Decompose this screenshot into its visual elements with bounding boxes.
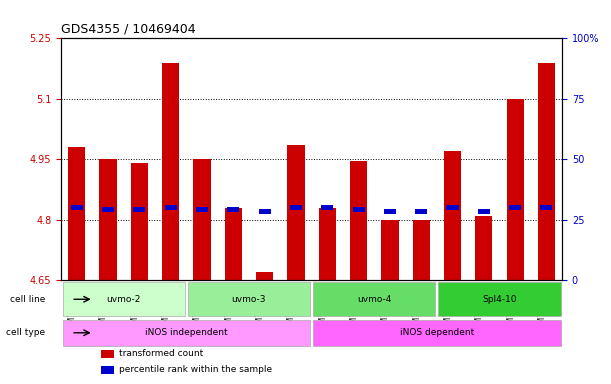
Bar (194, 159, 211, 280)
FancyBboxPatch shape (63, 320, 310, 346)
Bar (258, 209, 271, 214)
FancyBboxPatch shape (188, 282, 310, 316)
Bar (381, 220, 398, 280)
Bar (321, 205, 333, 210)
Text: iNOS independent: iNOS independent (145, 328, 228, 337)
Bar (165, 205, 177, 210)
Bar (162, 63, 179, 280)
Bar (133, 207, 145, 212)
Bar (101, 366, 114, 374)
Bar (100, 159, 117, 280)
Bar (353, 207, 365, 212)
Bar (131, 163, 148, 280)
FancyBboxPatch shape (313, 320, 560, 346)
Text: transformed count: transformed count (119, 349, 203, 359)
Bar (444, 151, 461, 280)
Bar (71, 205, 82, 210)
Bar (447, 205, 458, 210)
Text: uvmo-2: uvmo-2 (106, 295, 141, 304)
Bar (384, 209, 396, 214)
Bar (256, 272, 273, 280)
Text: uvmo-4: uvmo-4 (357, 295, 392, 304)
Text: cell line: cell line (10, 295, 45, 304)
Text: percentile rank within the sample: percentile rank within the sample (119, 366, 272, 374)
Text: uvmo-3: uvmo-3 (232, 295, 266, 304)
Bar (319, 208, 336, 280)
Bar (68, 147, 86, 280)
Bar (287, 145, 304, 280)
Bar (227, 207, 240, 212)
Bar (509, 205, 521, 210)
Text: Spl4-10: Spl4-10 (482, 295, 517, 304)
Text: iNOS dependent: iNOS dependent (400, 328, 474, 337)
FancyBboxPatch shape (313, 282, 435, 316)
FancyBboxPatch shape (63, 282, 185, 316)
Text: cell type: cell type (6, 328, 45, 337)
Bar (350, 161, 367, 280)
Bar (225, 208, 242, 280)
Bar (415, 209, 427, 214)
Bar (101, 350, 114, 358)
Bar (290, 205, 302, 210)
Text: GDS4355 / 10469404: GDS4355 / 10469404 (61, 23, 196, 36)
Bar (412, 220, 430, 280)
Bar (475, 216, 492, 280)
Bar (102, 207, 114, 212)
Bar (507, 99, 524, 280)
Bar (478, 209, 490, 214)
FancyBboxPatch shape (439, 282, 560, 316)
Bar (196, 207, 208, 212)
Bar (541, 205, 552, 210)
Bar (538, 63, 555, 280)
